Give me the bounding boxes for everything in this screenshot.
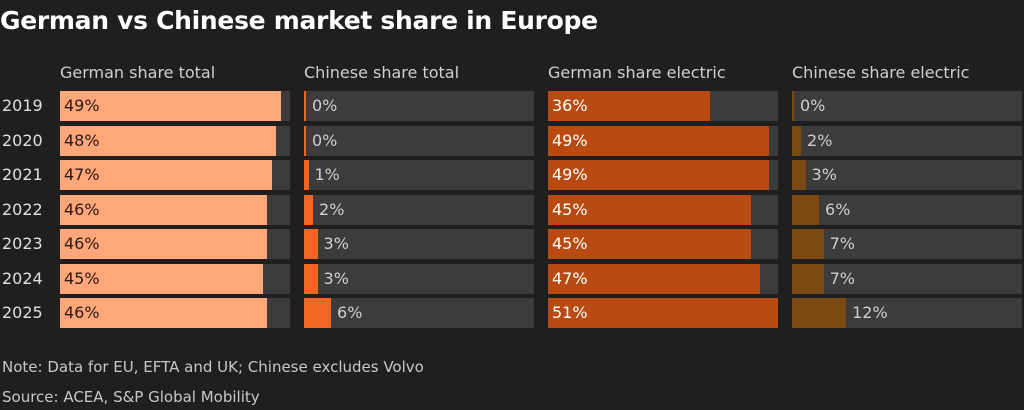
header-chinese-share-total: Chinese share total <box>304 63 460 82</box>
chart-note: Note: Data for EU, EFTA and UK; Chinese … <box>2 358 424 376</box>
value-label-chinese-share-total-2023: 3% <box>323 234 349 253</box>
header-chinese-share-electric: Chinese share electric <box>792 63 970 82</box>
value-label-chinese-share-electric-2020: 2% <box>807 130 833 150</box>
year-label-2025: 2025 <box>2 303 43 322</box>
value-label-german-share-electric-2020: 49% <box>552 130 588 150</box>
bar-track-chinese-share-electric-2022 <box>792 194 1022 225</box>
value-label-german-share-total-2020: 48% <box>64 130 100 150</box>
bar-track-chinese-share-electric-2024 <box>792 263 1022 294</box>
bar-track-chinese-share-total-2023 <box>304 229 534 259</box>
bar-track-chinese-share-total-2024 <box>304 263 534 294</box>
bar-german-share-electric-2020 <box>548 125 769 156</box>
bar-chinese-share-electric-2023 <box>792 229 824 259</box>
chart-source: Source: ACEA, S&P Global Mobility <box>2 388 260 406</box>
bar-chinese-share-electric-2025 <box>792 298 847 328</box>
year-label-2021: 2021 <box>2 165 43 184</box>
bar-track-chinese-share-electric-2020 <box>792 125 1022 156</box>
header-german-share-electric: German share electric <box>548 63 726 82</box>
bar-track-chinese-share-total-2019 <box>304 91 534 121</box>
bar-german-share-electric-2025 <box>548 298 778 328</box>
bar-track-chinese-share-total-2021 <box>304 160 534 190</box>
bar-track-chinese-share-electric-2021 <box>792 160 1022 190</box>
value-label-chinese-share-total-2024: 3% <box>323 268 349 288</box>
year-label-2023: 2023 <box>2 234 43 253</box>
bar-german-share-total-2019 <box>60 91 281 121</box>
bar-german-share-electric-2024 <box>548 263 760 294</box>
value-label-german-share-total-2023: 46% <box>64 234 100 253</box>
bar-chinese-share-electric-2021 <box>792 160 806 190</box>
value-label-german-share-electric-2022: 45% <box>552 199 588 219</box>
bar-track-chinese-share-total-2025 <box>304 298 534 328</box>
value-label-chinese-share-total-2022: 2% <box>319 199 345 219</box>
bar-chinese-share-total-2022 <box>304 194 314 225</box>
bar-track-chinese-share-electric-2023 <box>792 229 1022 259</box>
year-label-2020: 2020 <box>2 130 43 150</box>
bar-track-chinese-share-total-2020 <box>304 125 534 156</box>
bar-chinese-share-electric-2022 <box>792 194 820 225</box>
value-label-german-share-electric-2019: 36% <box>552 96 588 115</box>
header-german-share-total: German share total <box>60 63 216 82</box>
bar-german-share-electric-2022 <box>548 194 751 225</box>
value-label-german-share-total-2024: 45% <box>64 268 100 288</box>
year-label-2024: 2024 <box>2 268 43 288</box>
value-label-german-share-total-2021: 47% <box>64 165 100 184</box>
value-label-german-share-electric-2023: 45% <box>552 234 588 253</box>
year-label-2019: 2019 <box>2 96 43 115</box>
value-label-german-share-total-2025: 46% <box>64 303 100 322</box>
value-label-german-share-electric-2024: 47% <box>552 268 588 288</box>
bar-german-share-total-2025 <box>60 298 268 328</box>
bar-chinese-share-total-2019 <box>304 91 306 121</box>
year-label-2022: 2022 <box>2 199 43 219</box>
bar-german-share-total-2024 <box>60 263 263 294</box>
bar-chinese-share-total-2021 <box>304 160 309 190</box>
bar-chinese-share-total-2023 <box>304 229 318 259</box>
bar-chinese-share-electric-2020 <box>792 125 802 156</box>
bar-chinese-share-total-2024 <box>304 263 318 294</box>
bar-track-chinese-share-total-2022 <box>304 194 534 225</box>
bar-german-share-total-2021 <box>60 160 272 190</box>
value-label-chinese-share-electric-2021: 3% <box>811 165 837 184</box>
value-label-chinese-share-total-2020: 0% <box>312 130 338 150</box>
bar-chinese-share-total-2025 <box>304 298 332 328</box>
bar-german-share-electric-2021 <box>548 160 769 190</box>
value-label-chinese-share-electric-2019: 0% <box>800 96 826 115</box>
value-label-german-share-electric-2025: 51% <box>552 303 588 322</box>
chart-title: German vs Chinese market share in Europe <box>0 6 598 35</box>
value-label-chinese-share-electric-2023: 7% <box>829 234 855 253</box>
bar-german-share-total-2023 <box>60 229 268 259</box>
bar-track-chinese-share-electric-2019 <box>792 91 1022 121</box>
bar-german-share-total-2022 <box>60 194 268 225</box>
value-label-german-share-total-2019: 49% <box>64 96 100 115</box>
bar-chinese-share-electric-2024 <box>792 263 824 294</box>
bar-chinese-share-total-2020 <box>304 125 306 156</box>
value-label-chinese-share-total-2025: 6% <box>337 303 363 322</box>
bar-german-share-total-2020 <box>60 125 277 156</box>
value-label-chinese-share-total-2021: 1% <box>314 165 340 184</box>
bar-german-share-electric-2019 <box>548 91 711 121</box>
value-label-chinese-share-electric-2022: 6% <box>825 199 851 219</box>
bar-german-share-electric-2023 <box>548 229 751 259</box>
bar-chinese-share-electric-2019 <box>792 91 794 121</box>
value-label-chinese-share-electric-2024: 7% <box>829 268 855 288</box>
value-label-chinese-share-electric-2025: 12% <box>852 303 888 322</box>
value-label-german-share-total-2022: 46% <box>64 199 100 219</box>
value-label-german-share-electric-2021: 49% <box>552 165 588 184</box>
value-label-chinese-share-total-2019: 0% <box>312 96 338 115</box>
